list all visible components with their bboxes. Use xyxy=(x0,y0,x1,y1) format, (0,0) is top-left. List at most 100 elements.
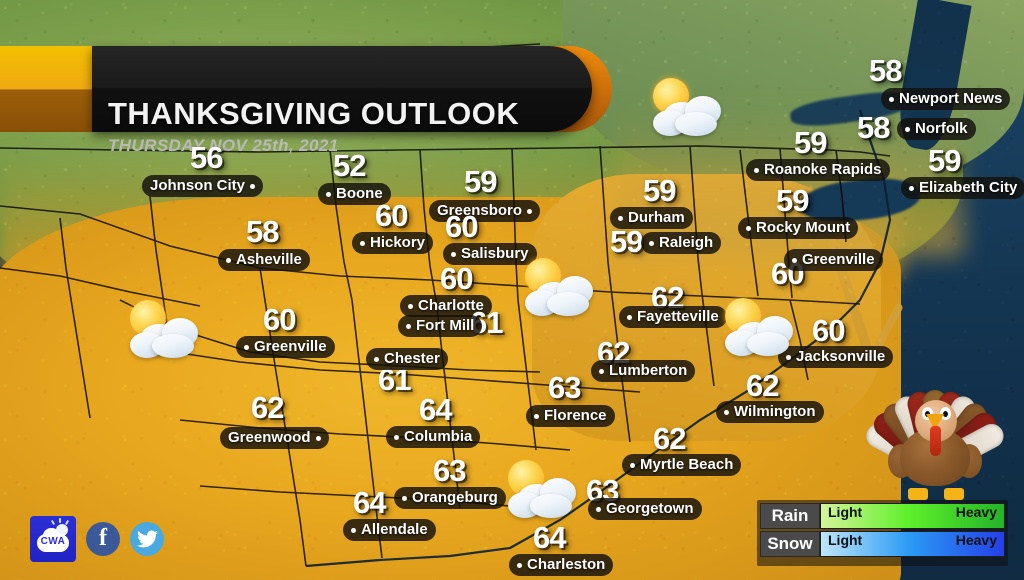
city-name: Salisbury xyxy=(461,245,529,262)
city-label-pill: Rocky Mount xyxy=(738,217,859,240)
city-label-pill: Raleigh xyxy=(641,232,722,255)
city-label-pill: Allendale xyxy=(343,519,436,542)
city-label: Greenville xyxy=(784,249,883,272)
city-marker-dot xyxy=(406,323,411,329)
city-marker-dot xyxy=(402,495,407,501)
temperature-value: 62 xyxy=(653,421,686,456)
city-name: Elizabeth City xyxy=(919,179,1018,196)
city-label-pill: Greenville xyxy=(784,249,883,272)
legend-row-snow: Snow Light Heavy xyxy=(760,531,1005,557)
city-name: Columbia xyxy=(404,428,473,445)
city-label: Rocky Mount xyxy=(738,217,859,240)
partly-cloudy-icon xyxy=(122,300,202,362)
city-label-pill: Elizabeth City xyxy=(901,177,1024,200)
legend-scale-snow: Light Heavy xyxy=(820,531,1005,557)
city-label-pill: Wilmington xyxy=(716,401,824,424)
city-name: Fayetteville xyxy=(637,308,719,325)
city-label: Florence xyxy=(526,405,615,428)
city-name: Roanoke Rapids xyxy=(764,161,882,178)
city-marker-dot xyxy=(250,183,256,189)
city-name: Johnson City xyxy=(150,177,246,194)
partly-cloudy-icon xyxy=(717,298,797,360)
city-label: Boone xyxy=(318,183,391,206)
city-marker-dot xyxy=(746,225,751,231)
temperature-value: 59 xyxy=(610,224,643,259)
city-name: Greenville xyxy=(254,338,327,355)
city-name: Wilmington xyxy=(734,403,816,420)
city-marker-dot xyxy=(315,435,321,441)
city-label: Greensboro xyxy=(429,200,541,223)
city-marker-dot xyxy=(599,368,604,374)
city-label-pill: Salisbury xyxy=(443,243,537,266)
temperature-value: 59 xyxy=(776,183,809,218)
city-label: Wilmington xyxy=(716,401,824,424)
precipitation-legend: Rain Light Heavy Snow Light Heavy xyxy=(757,500,1008,566)
city-label: Newport News xyxy=(881,88,1011,111)
city-label-pill: Greenwood xyxy=(220,427,329,450)
cloud-puff xyxy=(530,494,572,518)
city-label-pill: Greenville xyxy=(236,336,335,359)
city-label-pill: Columbia xyxy=(386,426,481,449)
cloud-puff xyxy=(675,112,717,136)
city-label: Greenwood xyxy=(220,427,329,450)
city-label: Myrtle Beach xyxy=(622,454,742,477)
city-name: Durham xyxy=(628,209,685,226)
temperature-value: 60 xyxy=(440,261,473,296)
banner-text-group: THANKSGIVING OUTLOOK THURSDAY NOV 25th, … xyxy=(108,98,578,156)
city-label: Elizabeth City xyxy=(901,177,1024,200)
twitter-icon[interactable] xyxy=(130,522,164,556)
legend-snow-light: Light xyxy=(828,532,863,548)
page-title: THANKSGIVING OUTLOOK xyxy=(108,96,520,131)
city-label: Salisbury xyxy=(443,243,537,266)
city-marker-dot xyxy=(630,462,635,468)
city-label: Asheville xyxy=(218,249,310,272)
temperature-value: 58 xyxy=(246,214,279,249)
city-name: Fort Mill xyxy=(416,317,475,334)
city-marker-dot xyxy=(792,257,797,263)
city-label-pill: Charlotte xyxy=(400,295,492,318)
city-label-pill: Georgetown xyxy=(588,498,702,521)
cloud-puff xyxy=(152,334,194,358)
page-subtitle: THURSDAY NOV 25th, 2021 xyxy=(108,136,339,155)
city-label-pill: Florence xyxy=(526,405,615,428)
city-label-pill: Jacksonville xyxy=(778,346,894,369)
city-label-pill: Orangeburg xyxy=(394,487,506,510)
city-marker-dot xyxy=(226,257,231,263)
city-label-pill: Durham xyxy=(610,207,693,230)
temperature-value: 52 xyxy=(333,148,366,183)
city-label-pill: Newport News xyxy=(881,88,1011,111)
cwa-logo-label: CWA xyxy=(40,536,66,547)
city-label: Johnson City xyxy=(142,175,264,198)
city-label-pill: Hickory xyxy=(352,232,434,255)
cwa-logo-icon[interactable]: CWA xyxy=(30,516,76,562)
city-label: Lumberton xyxy=(591,360,696,383)
city-name: Greenville xyxy=(802,251,875,268)
city-label: Fort Mill xyxy=(398,315,483,338)
city-name: Myrtle Beach xyxy=(640,456,734,473)
city-label: Georgetown xyxy=(588,498,702,521)
legend-label-snow: Snow xyxy=(760,531,820,557)
city-label-pill: Fort Mill xyxy=(398,315,483,338)
social-bar: CWA f xyxy=(30,516,164,562)
city-name: Boone xyxy=(336,185,383,202)
city-label: Raleigh xyxy=(641,232,722,255)
legend-scale-rain: Light Heavy xyxy=(820,503,1005,529)
city-name: Georgetown xyxy=(606,500,694,517)
city-label: Chester xyxy=(366,348,448,371)
facebook-glyph: f xyxy=(99,525,107,551)
facebook-icon[interactable]: f xyxy=(86,522,120,556)
city-name: Greenwood xyxy=(228,429,311,446)
city-label-pill: Fayetteville xyxy=(619,306,727,329)
city-label-pill: Asheville xyxy=(218,249,310,272)
temperature-value: 62 xyxy=(251,390,284,425)
city-label: Norfolk xyxy=(897,118,976,141)
temperature-value: 60 xyxy=(375,198,408,233)
city-name: Charlotte xyxy=(418,297,484,314)
temperature-value: 60 xyxy=(263,302,296,337)
city-marker-dot xyxy=(596,506,601,512)
city-marker-dot xyxy=(351,527,356,533)
city-label-pill: Roanoke Rapids xyxy=(746,159,890,182)
legend-label-rain: Rain xyxy=(760,503,820,529)
temperature-value: 59 xyxy=(928,143,961,178)
